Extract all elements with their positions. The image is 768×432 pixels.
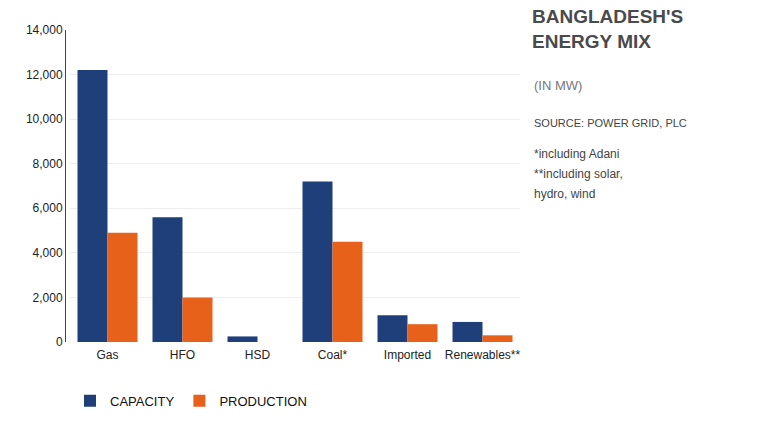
svg-text:Renewables**: Renewables** [445,348,521,362]
svg-text:HFO: HFO [170,348,195,362]
svg-text:12,000: 12,000 [26,68,63,82]
svg-text:Gas: Gas [96,348,118,362]
svg-text:BANGLADESH'SENERGY MIX: BANGLADESH'SENERGY MIX [532,6,683,52]
svg-text:8,000: 8,000 [33,157,63,171]
svg-text:CAPACITY: CAPACITY [110,394,174,409]
svg-text:HSD: HSD [245,348,271,362]
svg-text:Imported: Imported [384,348,431,362]
svg-text:SOURCE: POWER GRID, PLC: SOURCE: POWER GRID, PLC [534,117,687,129]
svg-text:(IN MW): (IN MW) [534,78,582,93]
svg-text:hydro, wind: hydro, wind [534,187,595,201]
svg-text:**including solar,: **including solar, [534,167,623,181]
svg-text:*including Adani: *including Adani [534,147,619,161]
svg-text:6,000: 6,000 [33,201,63,215]
svg-text:4,000: 4,000 [33,246,63,260]
svg-text:0: 0 [56,335,63,349]
svg-text:2,000: 2,000 [33,291,63,305]
svg-text:Coal*: Coal* [318,348,348,362]
svg-text:14,000: 14,000 [26,23,63,37]
svg-text:PRODUCTION: PRODUCTION [219,394,306,409]
svg-text:10,000: 10,000 [26,112,63,126]
